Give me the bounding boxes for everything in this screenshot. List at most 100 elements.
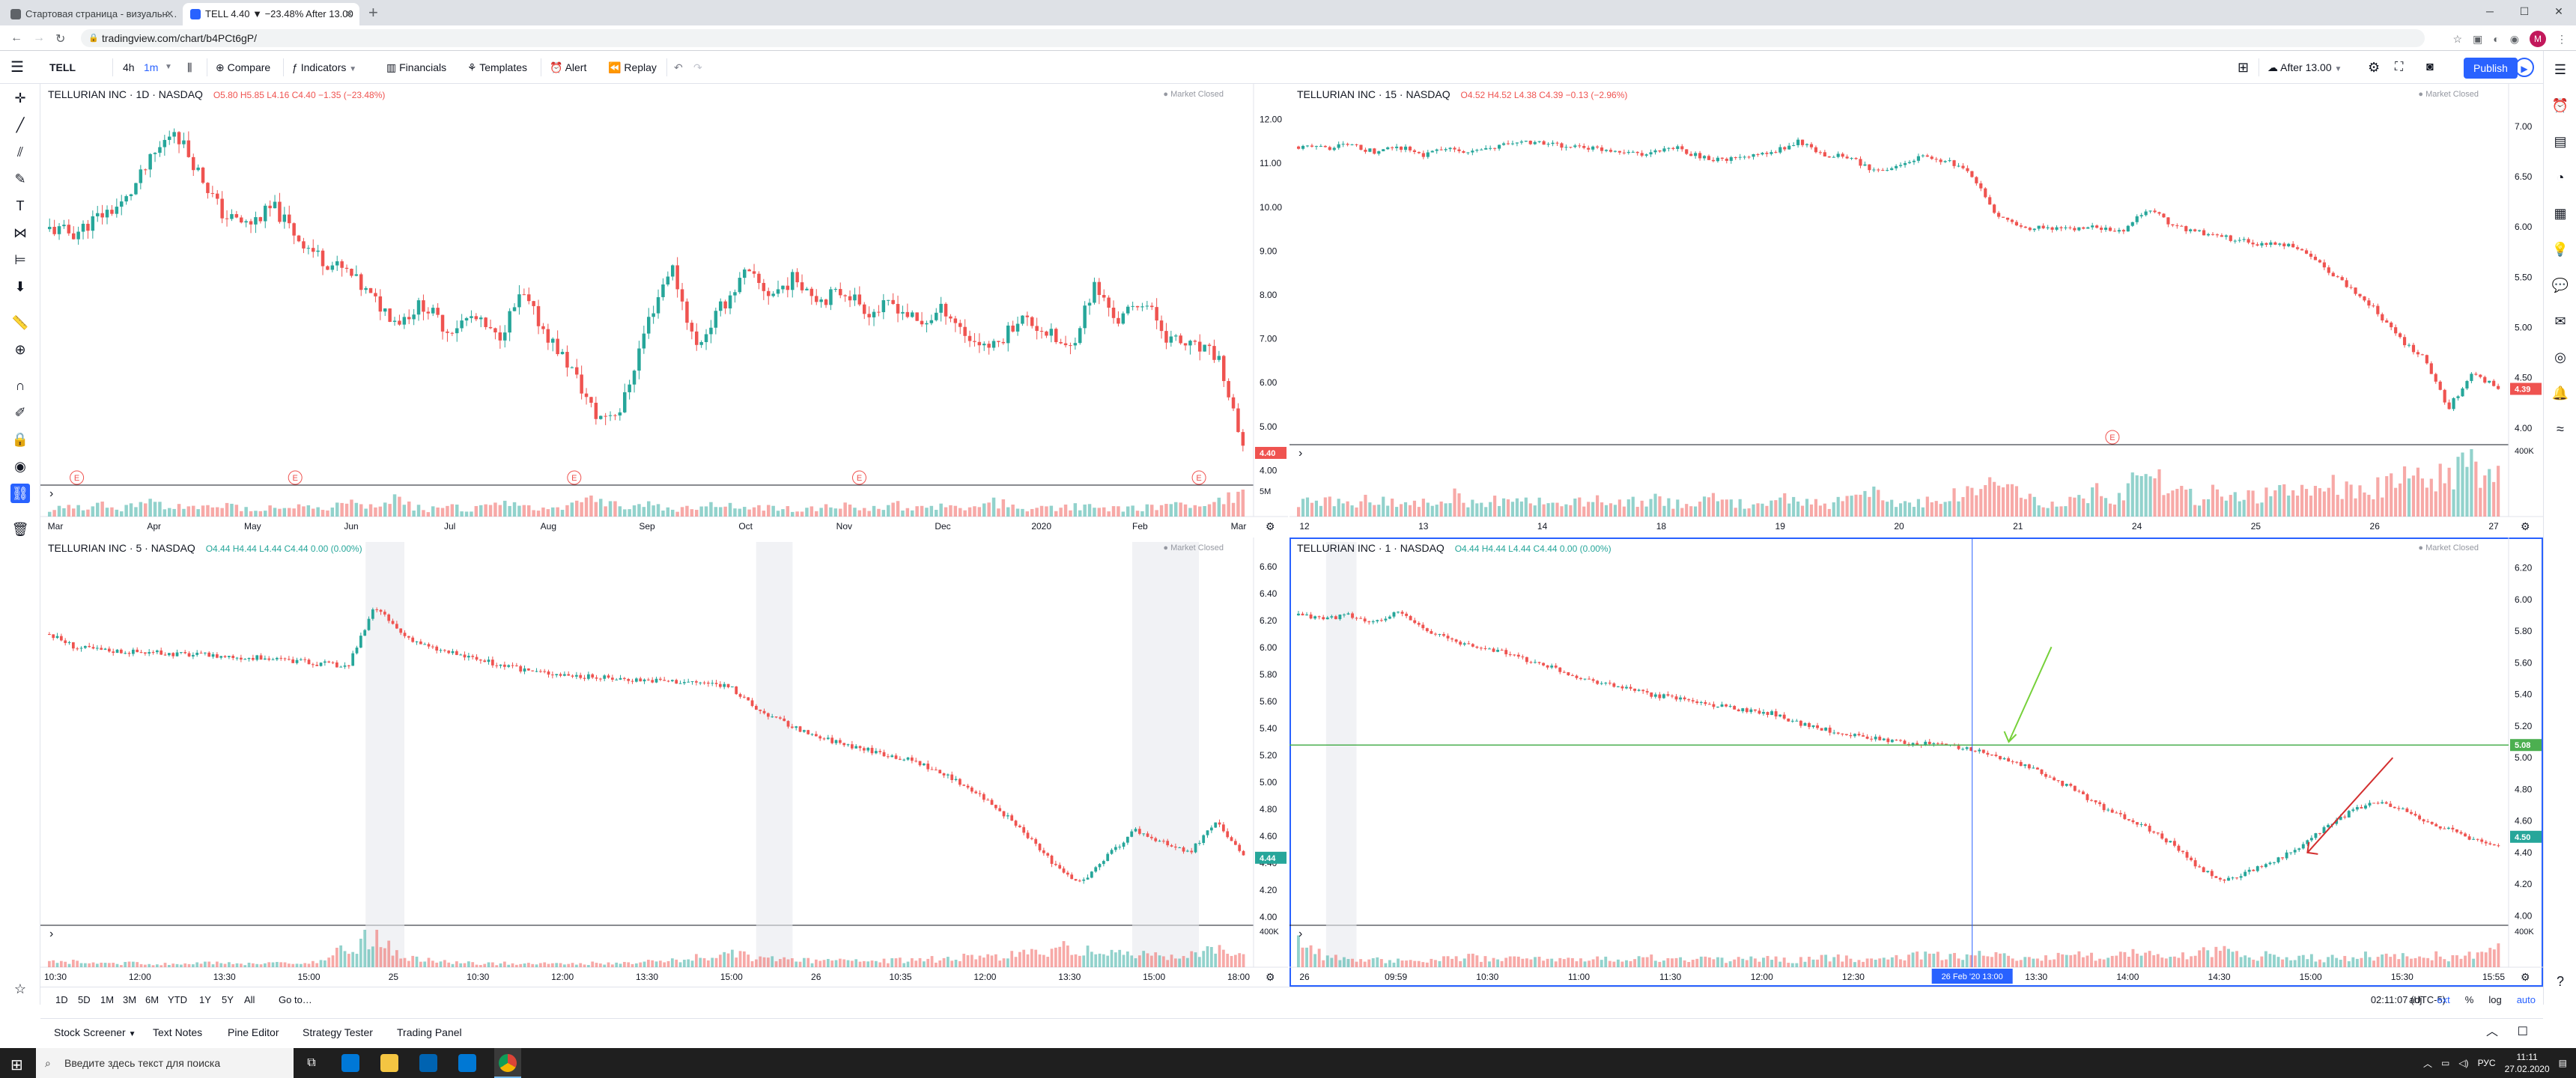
- lock-icon[interactable]: 🔒: [11, 432, 29, 447]
- interval-button[interactable]: 4h: [123, 61, 135, 73]
- edge-icon[interactable]: [341, 1054, 359, 1072]
- arrow-down-icon[interactable]: ⬇: [14, 279, 26, 294]
- prediction-icon[interactable]: ⊨: [14, 252, 26, 267]
- chart-panel-1m[interactable]: 6.20 6.00 5.80 5.60 5.40 5.20 5.00 4.80 4.60 4.40…: [1289, 538, 2543, 987]
- range-5d[interactable]: 5D: [78, 994, 91, 1005]
- magnet-icon[interactable]: ∩: [15, 378, 25, 393]
- notifications-icon[interactable]: ▤: [2558, 1058, 2567, 1068]
- favorites-star-icon[interactable]: ☆: [13, 981, 27, 996]
- percent-toggle[interactable]: %: [2464, 994, 2474, 1005]
- collapse-panel-icon[interactable]: ︿: [2485, 1026, 2498, 1038]
- layout-grid-icon[interactable]: ⊞: [2238, 60, 2250, 75]
- chart-svg[interactable]: 6.606.406.206.005.805.605.405.205.004.80…: [40, 538, 1288, 987]
- chart-panel-5m[interactable]: 6.60 6.40 6.20 6.00 5.80 5.60 5.40 5.20 5.00 4.80…: [40, 538, 1288, 987]
- adj-toggle[interactable]: adj: [2409, 994, 2422, 1005]
- help-icon[interactable]: ?: [2556, 974, 2564, 989]
- mail-icon[interactable]: [458, 1054, 476, 1072]
- range-6m[interactable]: 6M: [145, 994, 160, 1005]
- camera-icon[interactable]: ◙: [2426, 61, 2434, 73]
- range-1d[interactable]: 1D: [55, 994, 68, 1005]
- text-tool-icon[interactable]: T: [16, 198, 25, 213]
- trash-icon[interactable]: 🗑: [11, 522, 29, 537]
- tab-trading-panel[interactable]: Trading Panel: [397, 1026, 462, 1038]
- hotlist-icon[interactable]: ◔: [2556, 170, 2565, 185]
- hamburger-menu-icon[interactable]: ☰: [10, 59, 24, 76]
- store-icon[interactable]: [419, 1054, 437, 1072]
- tab-strategy-tester[interactable]: Strategy Tester: [303, 1026, 373, 1038]
- minimize-icon[interactable]: ─: [2486, 5, 2494, 17]
- interval-favorite-button[interactable]: 1m: [144, 61, 159, 73]
- file-explorer-icon[interactable]: [380, 1054, 398, 1072]
- browser-tab-start[interactable]: Стартовая страница - визуальн… ✕: [3, 3, 180, 25]
- reload-icon[interactable]: ↻: [55, 33, 66, 46]
- templates-button[interactable]: ⚘ Templates: [467, 51, 527, 84]
- bar-style-icon[interactable]: ⫼: [187, 61, 192, 73]
- fullscreen-icon[interactable]: ⛶: [2395, 61, 2404, 73]
- chevron-down-icon[interactable]: ▼: [165, 63, 172, 71]
- chat-icon[interactable]: 💬: [2551, 278, 2569, 293]
- eye-icon[interactable]: ◉: [14, 459, 26, 474]
- browser-tab-tradingview[interactable]: TELL 4.40 ▼ −23.48% After 13.00 ✕: [183, 3, 359, 25]
- ext-toggle[interactable]: ext: [2437, 994, 2450, 1005]
- alerts-clock-icon[interactable]: ⏰: [2551, 98, 2569, 113]
- range-all[interactable]: All: [244, 994, 255, 1005]
- zoom-in-icon[interactable]: ⊕: [14, 342, 26, 357]
- depth-icon[interactable]: ≈: [2557, 421, 2564, 436]
- undo-icon[interactable]: ↶: [674, 61, 683, 73]
- close-tab-icon[interactable]: ✕: [345, 8, 353, 19]
- task-view-icon[interactable]: ⧉: [307, 1056, 316, 1069]
- tab-pine-editor[interactable]: Pine Editor: [228, 1026, 279, 1038]
- publish-button[interactable]: Publish: [2464, 58, 2518, 79]
- ideas-bulb-icon[interactable]: 💡: [2551, 242, 2569, 257]
- close-window-icon[interactable]: ✕: [2554, 5, 2563, 17]
- bookmark-star-icon[interactable]: ☆: [2452, 32, 2463, 45]
- language-indicator[interactable]: РУС: [2477, 1058, 2496, 1068]
- pitchfork-icon[interactable]: ⫽: [16, 144, 24, 159]
- goto-button[interactable]: Go to…: [279, 994, 312, 1005]
- pattern-icon[interactable]: ⋈: [13, 225, 27, 240]
- volume-icon[interactable]: ◁): [2458, 1058, 2469, 1068]
- chart-panel-15m[interactable]: 7.00 6.50 6.00 5.50 5.00 4.50 4.00 12 13 14 18 19 20…: [1289, 84, 2543, 536]
- avatar[interactable]: M: [2530, 31, 2546, 47]
- menu-dots-icon[interactable]: ⋮: [2557, 32, 2567, 45]
- live-stream-icon[interactable]: ▶: [2515, 58, 2534, 77]
- utc-clock[interactable]: 02:11:07 (UTC-5): [2370, 994, 2446, 1005]
- back-icon[interactable]: ←: [10, 31, 22, 44]
- settings-gear-icon[interactable]: ⚙: [2368, 60, 2381, 75]
- range-1y[interactable]: 1Y: [199, 994, 211, 1005]
- calendar-icon[interactable]: ▦: [2554, 206, 2567, 221]
- layout-name-button[interactable]: ☁ After 13.00 ▼: [2267, 51, 2342, 84]
- ruler-icon[interactable]: 📏: [11, 315, 29, 330]
- redo-icon[interactable]: ↷: [693, 61, 702, 73]
- notifications-bell-icon[interactable]: 🔔: [2551, 386, 2569, 401]
- extension-icon[interactable]: ◐: [2493, 33, 2500, 45]
- chart-svg[interactable]: 6.206.005.805.605.405.205.004.804.604.40…: [1289, 538, 2543, 987]
- forward-icon[interactable]: →: [33, 31, 45, 44]
- log-toggle[interactable]: log: [2488, 994, 2502, 1005]
- range-ytd[interactable]: YTD: [168, 994, 187, 1005]
- maximize-icon[interactable]: ☐: [2519, 5, 2530, 17]
- tab-text-notes[interactable]: Text Notes: [153, 1026, 203, 1038]
- range-1m[interactable]: 1M: [100, 994, 115, 1005]
- alert-button[interactable]: ⏰ Alert: [550, 51, 586, 84]
- network-icon[interactable]: ▭: [2440, 1058, 2450, 1068]
- watchlist-icon[interactable]: ☰: [2554, 62, 2567, 77]
- streams-icon[interactable]: ◎: [2554, 350, 2566, 365]
- chart-svg[interactable]: 12.0011.0010.009.008.007.006.005.004.00M…: [40, 84, 1288, 536]
- trend-line-icon[interactable]: ╱: [16, 118, 25, 133]
- stay-in-drawing-icon[interactable]: ✐: [14, 405, 26, 420]
- link-icon[interactable]: ⛓: [10, 484, 30, 503]
- auto-toggle[interactable]: auto: [2516, 994, 2536, 1005]
- new-tab-icon[interactable]: +: [368, 3, 378, 22]
- symbol-search[interactable]: TELL: [49, 61, 76, 73]
- taskbar-search[interactable]: ⌕ Введите здесь текст для поиска: [36, 1048, 294, 1078]
- data-window-icon[interactable]: ▤: [2554, 134, 2567, 149]
- tab-stock-screener[interactable]: Stock Screener ▼: [54, 1019, 136, 1048]
- maximize-panel-icon[interactable]: ☐: [2517, 1026, 2528, 1038]
- chart-panel-1d[interactable]: 12.00 11.00 10.00 9.00 8.00 7.00 6.00 5.00 4.00 M…: [40, 84, 1288, 536]
- range-5y[interactable]: 5Y: [222, 994, 234, 1005]
- tray-chevron-icon[interactable]: ︿: [2422, 1058, 2432, 1069]
- indicators-button[interactable]: ƒ Indicators ▼: [292, 51, 356, 84]
- messages-icon[interactable]: ✉: [2554, 314, 2566, 329]
